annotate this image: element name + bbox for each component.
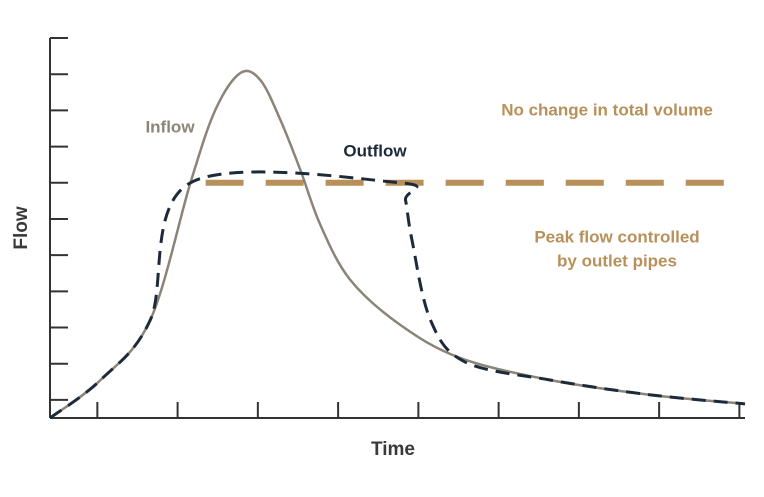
annotation: No change in total volume xyxy=(501,100,713,119)
series-line xyxy=(49,69,746,419)
y-axis-label: Flow xyxy=(11,206,32,249)
series-line xyxy=(49,170,746,420)
x-axis-label: Time xyxy=(371,439,415,460)
annotation: Peak flow controlled xyxy=(534,227,699,246)
annotation: by outlet pipes xyxy=(557,251,677,270)
series-label: Inflow xyxy=(145,117,195,136)
series-label: Outflow xyxy=(343,141,407,160)
